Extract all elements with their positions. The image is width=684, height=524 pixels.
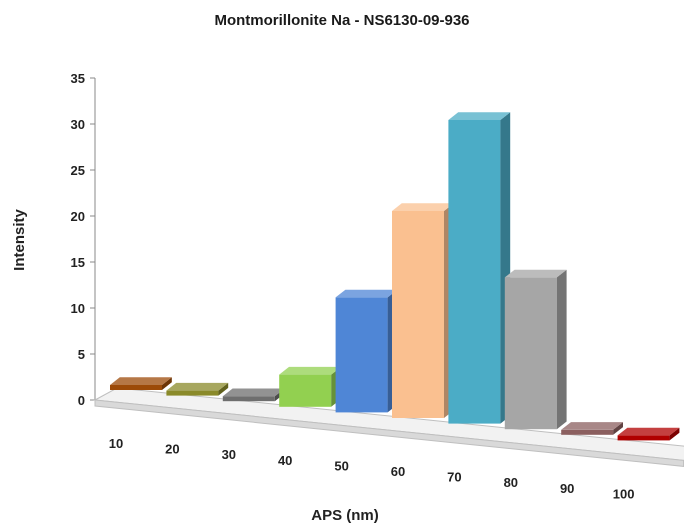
bar-top — [222, 388, 285, 397]
x-axis-title: APS (nm) — [311, 507, 379, 524]
x-tick-label: 20 — [165, 442, 179, 457]
bar-top — [335, 289, 398, 298]
bar-front — [166, 390, 219, 396]
x-tick-label: 100 — [613, 486, 635, 501]
bar-side — [613, 422, 623, 435]
bar-top — [448, 112, 511, 120]
y-tick-label: 10 — [71, 301, 85, 316]
y-tick-label: 0 — [78, 393, 85, 408]
bar-side — [162, 377, 172, 390]
bar-top — [166, 382, 229, 391]
x-tick-label: 70 — [447, 470, 461, 485]
bar-top — [561, 422, 623, 430]
bar-front — [392, 211, 444, 418]
bar-front — [448, 120, 501, 424]
y-tick-label: 15 — [71, 255, 85, 270]
bar-side — [556, 269, 567, 430]
y-tick-label: 5 — [78, 347, 85, 362]
bar-top — [110, 377, 172, 385]
bar — [617, 427, 680, 441]
bar — [222, 388, 285, 402]
x-tick-label: 50 — [334, 458, 348, 473]
bar-top — [617, 427, 680, 436]
bar-top — [392, 203, 454, 211]
bar-front — [617, 435, 670, 441]
bar — [335, 289, 398, 413]
x-tick-label: 60 — [391, 464, 405, 479]
y-tick-label: 30 — [71, 117, 85, 132]
bar-front — [561, 429, 614, 435]
y-tick-label: 35 — [71, 71, 85, 86]
bar — [392, 203, 454, 418]
bar — [448, 112, 511, 424]
bar-front — [504, 277, 557, 430]
bar-top — [279, 366, 341, 375]
x-tick-label: 90 — [560, 481, 574, 496]
bar-side — [218, 382, 229, 396]
chart-title: Montmorillonite Na - NS6130-09-936 — [214, 12, 470, 29]
x-tick-label: 40 — [278, 453, 292, 468]
x-tick-label: 10 — [109, 436, 123, 451]
x-tick-label: 80 — [504, 475, 518, 490]
bar-front — [279, 374, 332, 407]
y-axis-title: Intensity — [11, 209, 28, 271]
bar — [279, 366, 341, 407]
y-tick-label: 25 — [71, 163, 85, 178]
x-tick-label: 30 — [222, 447, 236, 462]
bar — [166, 382, 229, 396]
bar — [561, 422, 623, 435]
y-tick-label: 20 — [71, 209, 85, 224]
bar-front — [335, 297, 388, 413]
bar-front — [222, 396, 275, 402]
bar-side — [669, 427, 680, 441]
bar — [504, 269, 567, 430]
bar-top — [504, 269, 567, 278]
bar-front — [110, 385, 162, 390]
bar — [110, 377, 172, 390]
